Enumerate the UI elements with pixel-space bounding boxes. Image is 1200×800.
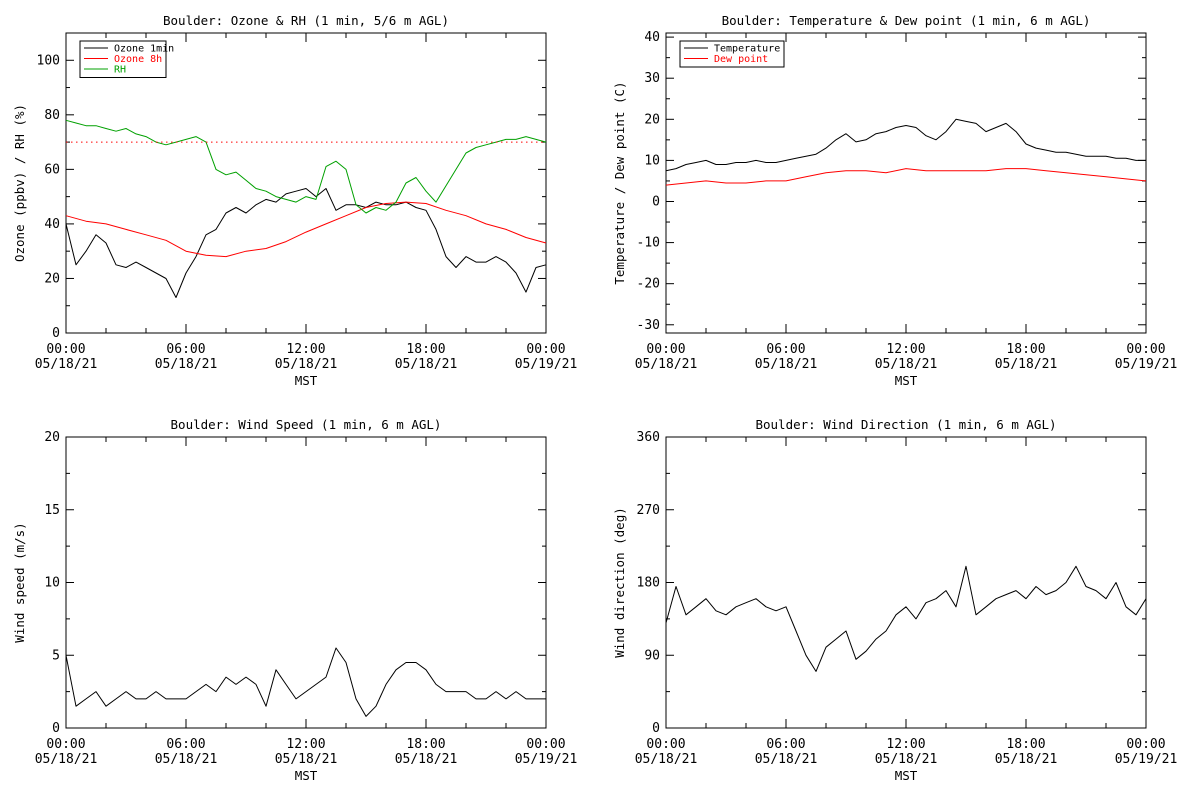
y-tick-label: -20: [637, 277, 660, 292]
chart-panel-3: Boulder: Wind Speed (1 min, 6 m AGL) 0 5 10…: [12, 417, 577, 783]
y-tick-label: 20: [644, 112, 660, 127]
x-tick-label: 06:00 05/18/21: [755, 342, 818, 372]
x-tick-label: 06:00 05/18/21: [755, 737, 818, 767]
chart-panel-4: Boulder: Wind Direction (1 min, 6 m AGL)…: [612, 417, 1177, 783]
y-tick-label: -10: [637, 236, 660, 251]
series-line: [665, 565, 1147, 672]
y-tick-label: 180: [637, 576, 660, 591]
y-axis-label: Wind direction (deg): [612, 507, 627, 658]
chart-title: Boulder: Wind Direction (1 min, 6 m AGL): [755, 417, 1056, 432]
x-tick-label: 00:00 05/19/21: [1115, 737, 1178, 767]
series-line: [65, 647, 546, 717]
legend-entry-ozone-8h: Ozone 8h: [114, 54, 162, 65]
y-tick-label: 270: [637, 503, 660, 518]
legend-entry-temperature: Temperature: [714, 44, 780, 55]
chart-title: Boulder: Ozone & RH (1 min, 5/6 m AGL): [163, 13, 449, 28]
plot-frame: [665, 436, 1147, 729]
y-tick-label: 90: [644, 648, 660, 663]
x-axis-label: MST: [295, 373, 318, 388]
y-tick-label: 60: [44, 162, 60, 177]
x-tick-label: 00:00 05/19/21: [1115, 342, 1178, 372]
y-tick-label: 0: [652, 721, 660, 736]
x-tick-label: 06:00 05/18/21: [155, 342, 218, 372]
y-tick-label: 15: [44, 503, 60, 518]
y-tick-label: 0: [652, 194, 660, 209]
x-tick-label: 06:00 05/18/21: [155, 737, 218, 767]
y-tick-label: 360: [637, 430, 660, 445]
y-axis-label: Ozone (ppbv) / RH (%): [12, 104, 27, 262]
y-tick-label: 20: [44, 271, 60, 286]
series-line-ozone-8h: [65, 201, 547, 258]
x-tick-label: 00:00 05/18/21: [35, 737, 98, 767]
legend-box: [679, 40, 785, 68]
y-tick-label: 80: [44, 108, 60, 123]
x-tick-label: 00:00 05/18/21: [635, 737, 698, 767]
series-line-temperature: [665, 118, 1146, 172]
series-line-ozone-1min: [65, 188, 547, 298]
legend-entry-rh: RH: [114, 65, 126, 76]
legend-box: [79, 40, 167, 78]
series-line-rh: [65, 119, 547, 214]
x-axis-label: MST: [895, 768, 918, 783]
y-tick-label: 100: [37, 53, 60, 68]
y-tick-label: 40: [644, 30, 660, 45]
x-tick-label: 00:00 05/18/21: [635, 342, 698, 372]
y-tick-label: 40: [44, 217, 60, 232]
x-tick-label: 00:00 05/19/21: [515, 342, 578, 372]
x-tick-label: 18:00 05/18/21: [395, 737, 458, 767]
y-tick-label: -30: [637, 318, 660, 333]
y-axis-label: Temperature / Dew point (C): [612, 81, 627, 284]
chart-panel-1: Boulder: Ozone & RH (1 min, 5/6 m AGL) 0 2…: [12, 13, 577, 388]
y-tick-label: 20: [44, 430, 60, 445]
y-tick-label: 30: [644, 71, 660, 86]
y-axis-label: Wind speed (m/s): [12, 522, 27, 642]
x-tick-label: 12:00 05/18/21: [275, 737, 338, 767]
chart-title: Boulder: Wind Speed (1 min, 6 m AGL): [171, 417, 442, 432]
x-tick-label: 18:00 05/18/21: [995, 342, 1058, 372]
chart-title: Boulder: Temperature & Dew point (1 min,…: [722, 13, 1091, 28]
x-tick-label: 12:00 05/18/21: [275, 342, 338, 372]
x-tick-label: 00:00 05/18/21: [35, 342, 98, 372]
legend-entry-ozone-1min: Ozone 1min: [114, 44, 174, 55]
x-tick-label: 12:00 05/18/21: [875, 342, 938, 372]
series-line-dew-point: [665, 168, 1147, 186]
x-tick-label: 00:00 05/19/21: [515, 737, 578, 767]
x-tick-label: 18:00 05/18/21: [995, 737, 1058, 767]
plot-frame: [65, 436, 547, 729]
x-axis-label: MST: [295, 768, 318, 783]
x-tick-label: 18:00 05/18/21: [395, 342, 458, 372]
y-tick-label: 10: [644, 153, 660, 168]
x-axis-label: MST: [895, 373, 918, 388]
y-tick-label: 10: [44, 576, 60, 591]
x-tick-label: 12:00 05/18/21: [875, 737, 938, 767]
chart-panel-2: Boulder: Temperature & Dew point (1 min,…: [612, 13, 1177, 388]
y-tick-label: 0: [52, 326, 60, 341]
y-tick-label: 5: [52, 648, 60, 663]
legend-entry-dew-point: Dew point: [714, 54, 768, 65]
y-tick-label: 0: [52, 721, 60, 736]
